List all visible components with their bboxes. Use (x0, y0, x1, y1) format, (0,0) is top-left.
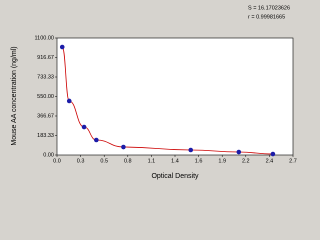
annotation: S = 16.17023626 (248, 5, 290, 11)
chart: S = 16.17023626 r = 0.99981665 Optical D… (10, 5, 297, 180)
data-point (121, 144, 126, 150)
x-tick-label: 2.7 (289, 158, 297, 164)
plot-area (56, 37, 294, 156)
x-tick-label: 1.1 (148, 158, 156, 164)
data-point (66, 98, 72, 104)
y-tick-label: 733.33 (37, 74, 54, 80)
data-point (236, 149, 242, 155)
y-tick-label: 550.00 (37, 94, 54, 100)
annotation: r = 0.99981665 (248, 14, 285, 20)
data-point (81, 124, 87, 130)
x-tick-label: 0.5 (100, 158, 108, 164)
x-tick-label: 0.8 (124, 158, 132, 164)
data-point (94, 137, 99, 143)
y-tick-label: 0.00 (43, 152, 54, 158)
data-point (270, 151, 276, 157)
y-tick-label: 183.33 (37, 133, 54, 139)
x-tick-label: 2.4 (266, 158, 274, 164)
y-tick-label: 366.67 (37, 113, 54, 119)
x-axis-label: Optical Density (151, 173, 199, 180)
data-point (188, 147, 194, 153)
y-tick-label: 1100.00 (35, 35, 54, 41)
y-axis-label: Mouse AA concentration (ng/ml) (11, 46, 18, 145)
x-tick-label: 1.9 (218, 158, 226, 164)
x-tick-label: 1.4 (171, 158, 179, 164)
x-tick-label: 1.6 (195, 158, 203, 164)
x-tick-label: 0.0 (53, 158, 61, 164)
page: S = 16.17023626 r = 0.99981665 Optical D… (10, 5, 297, 180)
y-tick-label: 916.67 (37, 55, 54, 61)
x-tick-label: 0.3 (77, 158, 85, 164)
x-tick-label: 2.2 (242, 158, 250, 164)
data-point (59, 44, 65, 50)
